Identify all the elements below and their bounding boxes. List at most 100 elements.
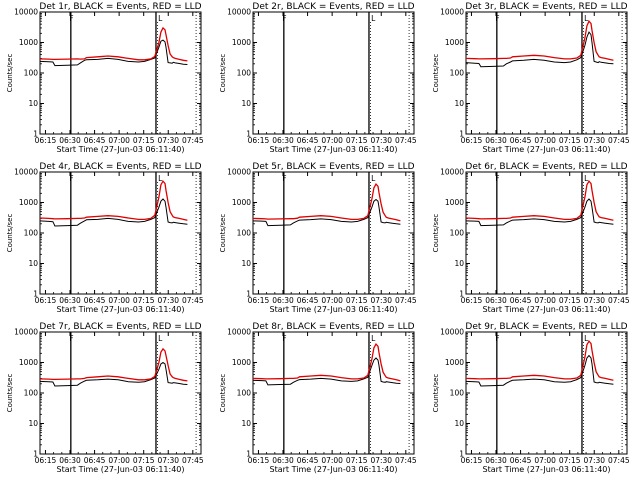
marker-label: F <box>495 14 499 23</box>
x-tick-label: 07:45 <box>608 296 630 305</box>
y-axis-label: Counts/sec <box>6 374 14 413</box>
y-tick-label: 10000 <box>440 328 464 337</box>
y-tick-label: 1 <box>33 450 38 459</box>
panel-9: Det 9r, BLACK = Events, RED = LLD 1 10 100 1… <box>432 322 630 474</box>
series-line-lld <box>39 26 188 62</box>
x-tick-label: 07:30 <box>370 136 392 145</box>
x-tick-label: 07:00 <box>534 296 556 305</box>
y-tick-label: 100 <box>450 389 465 398</box>
panel-title: Det 3r, BLACK = Events, RED = LLD <box>465 2 627 12</box>
series-line-events <box>465 31 614 68</box>
x-tick-label: 07:00 <box>321 296 343 305</box>
x-tick-label: 06:45 <box>84 136 106 145</box>
y-tick-label: 10 <box>454 99 464 108</box>
x-tick-label: 06:15 <box>461 136 483 145</box>
x-tick-label: 07:30 <box>157 136 179 145</box>
y-tick-label: 1 <box>246 290 251 299</box>
plot-frame <box>252 171 415 295</box>
y-tick-label: 1000 <box>19 38 38 47</box>
x-tick-label: 07:30 <box>157 296 179 305</box>
x-tick-label: 07:15 <box>559 296 581 305</box>
panel-8: Det 8r, BLACK = Events, RED = LLD 1 10 100 1… <box>219 322 417 474</box>
x-axis-label: Start Time (27-Jun-03 06:11:40) <box>483 145 611 154</box>
y-tick-label: 100 <box>450 69 465 78</box>
y-tick-label: 1 <box>459 290 464 299</box>
x-axis-label: Start Time (27-Jun-03 06:11:40) <box>483 305 611 314</box>
x-tick-label: 07:15 <box>346 296 368 305</box>
x-tick-label: 07:00 <box>321 456 343 465</box>
panel-7: Det 7r, BLACK = Events, RED = LLD 1 10 100 1… <box>6 322 204 474</box>
x-tick-label: 07:45 <box>395 456 417 465</box>
marker-label: L <box>584 14 589 23</box>
plot-frame <box>465 331 628 455</box>
x-tick-label: 07:00 <box>108 456 130 465</box>
x-tick-label: 06:30 <box>485 136 507 145</box>
y-tick-label: 100 <box>24 229 39 238</box>
y-axis-label: Counts/sec <box>6 214 14 253</box>
x-tick-label: 06:45 <box>297 456 319 465</box>
x-tick-label: 07:45 <box>182 456 204 465</box>
series-line-events <box>39 198 188 227</box>
y-axis-label: Counts/sec <box>6 54 14 93</box>
x-tick-label: 07:30 <box>157 456 179 465</box>
x-tick-label: 07:45 <box>182 136 204 145</box>
y-axis-label: Counts/sec <box>219 214 227 253</box>
x-tick-label: 07:45 <box>608 136 630 145</box>
plot-frame <box>252 331 415 455</box>
y-tick-label: 1000 <box>19 358 38 367</box>
marker-label: L <box>158 174 163 183</box>
x-tick-label: 06:45 <box>297 136 319 145</box>
x-axis-label: Start Time (27-Jun-03 06:11:40) <box>483 465 611 474</box>
y-tick-label: 10 <box>241 419 251 428</box>
marker-label: L <box>158 14 163 23</box>
plot-frame <box>39 171 202 295</box>
y-tick-label: 10000 <box>14 168 38 177</box>
x-tick-label: 06:45 <box>510 456 532 465</box>
series-line-events <box>465 354 614 387</box>
marker-label: F <box>282 14 286 23</box>
panel-title: Det 9r, BLACK = Events, RED = LLD <box>465 322 627 332</box>
y-axis-label: Counts/sec <box>219 54 227 93</box>
x-tick-label: 07:15 <box>133 136 155 145</box>
marker-label: L <box>158 334 163 343</box>
x-tick-label: 07:00 <box>321 136 343 145</box>
series-line-lld <box>465 20 614 61</box>
x-tick-label: 07:45 <box>395 296 417 305</box>
x-axis-label: Start Time (27-Jun-03 06:11:40) <box>57 305 185 314</box>
plot-frame <box>252 11 415 135</box>
marker-label: L <box>371 174 376 183</box>
y-tick-label: 100 <box>24 389 39 398</box>
y-tick-label: 1 <box>33 130 38 139</box>
series-line-lld <box>39 180 188 221</box>
y-tick-label: 10 <box>28 419 38 428</box>
series-line-lld <box>465 340 614 381</box>
x-axis-label: Start Time (27-Jun-03 06:11:40) <box>57 465 185 474</box>
panel-title: Det 2r, BLACK = Events, RED = LLD <box>252 2 414 12</box>
panel-2: Det 2r, BLACK = Events, RED = LLD 1 10 100 1… <box>219 2 417 154</box>
x-tick-label: 07:00 <box>108 296 130 305</box>
x-axis-label: Start Time (27-Jun-03 06:11:40) <box>57 145 185 154</box>
x-tick-label: 06:15 <box>35 136 57 145</box>
x-tick-label: 07:15 <box>559 456 581 465</box>
y-tick-label: 100 <box>24 69 39 78</box>
y-tick-label: 10000 <box>227 328 251 337</box>
series-line-lld <box>39 347 188 382</box>
x-tick-label: 06:15 <box>248 296 270 305</box>
x-tick-label: 07:15 <box>346 136 368 145</box>
x-tick-label: 07:00 <box>534 136 556 145</box>
x-tick-label: 06:45 <box>84 296 106 305</box>
y-tick-label: 1000 <box>445 198 464 207</box>
marker-label: F <box>69 174 73 183</box>
y-tick-label: 10 <box>454 419 464 428</box>
y-tick-label: 1 <box>246 130 251 139</box>
x-tick-label: 06:30 <box>272 136 294 145</box>
x-tick-label: 06:30 <box>59 456 81 465</box>
y-tick-label: 1 <box>246 450 251 459</box>
plot-frame <box>39 11 202 135</box>
marker-label: F <box>282 334 286 343</box>
marker-label: L <box>371 334 376 343</box>
x-tick-label: 06:30 <box>59 136 81 145</box>
panel-title: Det 8r, BLACK = Events, RED = LLD <box>252 322 414 332</box>
marker-label: L <box>584 334 589 343</box>
